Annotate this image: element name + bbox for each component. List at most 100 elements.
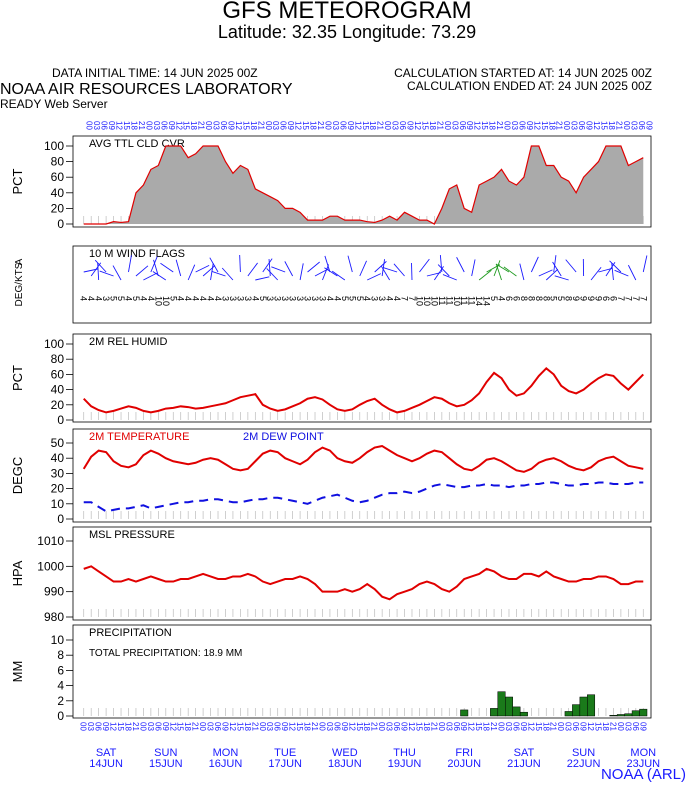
bottom-hour-label: 00 (377, 722, 386, 731)
top-hour-label: 21 (197, 121, 206, 130)
top-hour-label: 00 (264, 121, 273, 130)
wind-speed-label: 5 (168, 296, 178, 301)
cloud-ytick-label: 100 (44, 139, 64, 153)
top-hour-label: 18 (547, 121, 556, 130)
precip-ytick-label: 2 (57, 694, 64, 708)
bottom-hour-label: 21 (191, 722, 200, 731)
bottom-hour-label: 09 (280, 722, 289, 731)
bottom-hour-label: 00 (317, 722, 326, 731)
bottom-hour-label: 18 (303, 722, 312, 731)
bottom-hour-label: 15 (594, 722, 603, 731)
bottom-hour-label: 00 (556, 722, 565, 731)
pressure-panel-title: MSL PRESSURE (89, 529, 175, 541)
bottom-hour-label: 00 (437, 722, 446, 731)
top-hour-label: 03 (450, 121, 459, 130)
precip-bar (624, 713, 633, 717)
wind-speed-label: 14 (482, 296, 492, 306)
top-hour-label: 03 (152, 121, 161, 130)
top-hour-label: 03 (271, 121, 280, 130)
wind-flag (97, 263, 100, 281)
pressure-ytick-label: 990 (44, 585, 64, 599)
bottom-hour-label: 06 (153, 722, 162, 731)
wind-speed-label: 4 (213, 296, 223, 301)
cloud-ytick-label: 40 (51, 186, 65, 200)
top-hour-label: 00 (204, 121, 213, 130)
calculation-started: CALCULATION STARTED AT: 14 JUN 2025 00Z (394, 66, 652, 80)
precip-bar (639, 708, 648, 717)
wind-speed-label: 11 (459, 296, 469, 305)
top-hour-label: 12 (234, 121, 243, 130)
temp-series-line-1 (83, 481, 644, 513)
rh-ytick-label: 80 (51, 352, 65, 366)
bottom-hour-label: 21 (489, 722, 498, 731)
wind-speed-label: 6 (511, 296, 521, 301)
bottom-hour-label: 18 (422, 722, 431, 731)
bottom-hour-label: 06 (392, 722, 401, 731)
top-hour-label: 03 (92, 121, 101, 130)
bottom-hour-label: 21 (131, 722, 140, 731)
wind-speed-label: 10 (161, 296, 171, 306)
top-hour-label: 21 (316, 121, 325, 130)
top-hour-label: 12 (473, 121, 482, 130)
day-of-week-label: SAT (96, 747, 117, 759)
wind-speed-label: 4 (146, 296, 156, 301)
wind-speed-label: 11 (444, 296, 454, 305)
wind-speed-label: 8 (526, 296, 536, 301)
day-date-label: 16JUN (209, 758, 243, 770)
wind-flag (503, 266, 517, 277)
wind-flag (545, 268, 559, 281)
precip-bar (460, 709, 469, 717)
bottom-hour-label: 12 (288, 722, 297, 731)
cloud-ytick-label: 0 (57, 217, 64, 231)
day-date-label: 23JUN (626, 758, 660, 770)
bottom-hour-label: 03 (623, 722, 632, 731)
wind-flag (627, 264, 637, 281)
cloud-panel-frame (72, 135, 652, 228)
top-hour-label: 18 (309, 121, 318, 130)
wind-flag (519, 263, 525, 281)
day-of-week-label: MON (213, 747, 239, 759)
top-hour-label: 15 (301, 121, 310, 130)
wind-speed-label: 5 (109, 296, 119, 301)
pressure-ytick-label: 980 (44, 610, 64, 624)
wind-speed-label: 3 (310, 296, 320, 301)
bottom-hour-label: 00 (198, 722, 207, 731)
bottom-hour-label: 00 (616, 722, 625, 731)
wind-panel-title: 10 M WIND FLAGS (89, 248, 185, 260)
day-date-label: 22JUN (567, 758, 601, 770)
page-title: GFS METEOROGRAM (222, 0, 472, 24)
top-hour-label: 09 (406, 121, 415, 130)
wind-speed-label: 5 (355, 296, 365, 301)
top-hour-label: 15 (182, 121, 191, 130)
bottom-hour-label: 12 (228, 722, 237, 731)
wind-ylabel: DEG/KTS (14, 262, 25, 306)
wind-flag (471, 259, 476, 277)
top-hour-label: 21 (256, 121, 265, 130)
wind-speed-label: 7 (400, 296, 410, 301)
bottom-hour-label: 15 (235, 722, 244, 731)
precip-total-label: TOTAL PRECIPITATION: 18.9 MM (89, 648, 242, 659)
precip-bar (587, 694, 596, 717)
rh-ytick-label: 20 (51, 398, 65, 412)
bottom-hour-label: 15 (355, 722, 364, 731)
wind-speed-label: 7 (616, 296, 626, 301)
wind-flag (143, 272, 158, 281)
pressure-ytick-label: 1010 (37, 534, 64, 548)
precip-bar (505, 696, 513, 717)
top-hour-label: 15 (540, 121, 549, 130)
pressure-panel-frame (72, 526, 652, 621)
wind-speed-label: 3 (317, 296, 327, 301)
wind-speed-label: 3 (228, 296, 238, 301)
wind-flag (456, 257, 465, 273)
wind-speed-label: 4 (392, 296, 402, 301)
wind-speed-label: 4 (138, 296, 148, 301)
top-hour-label: 06 (100, 121, 109, 130)
wind-speed-label: 3 (370, 296, 380, 301)
bottom-hour-label: 18 (482, 722, 491, 731)
wind-flag (307, 261, 320, 273)
cloud-line (83, 145, 644, 225)
wind-flag (609, 260, 622, 273)
bottom-hour-label: 12 (168, 722, 177, 731)
wind-speed-label: 10 (153, 296, 163, 306)
day-of-week-label: SUN (154, 747, 177, 759)
